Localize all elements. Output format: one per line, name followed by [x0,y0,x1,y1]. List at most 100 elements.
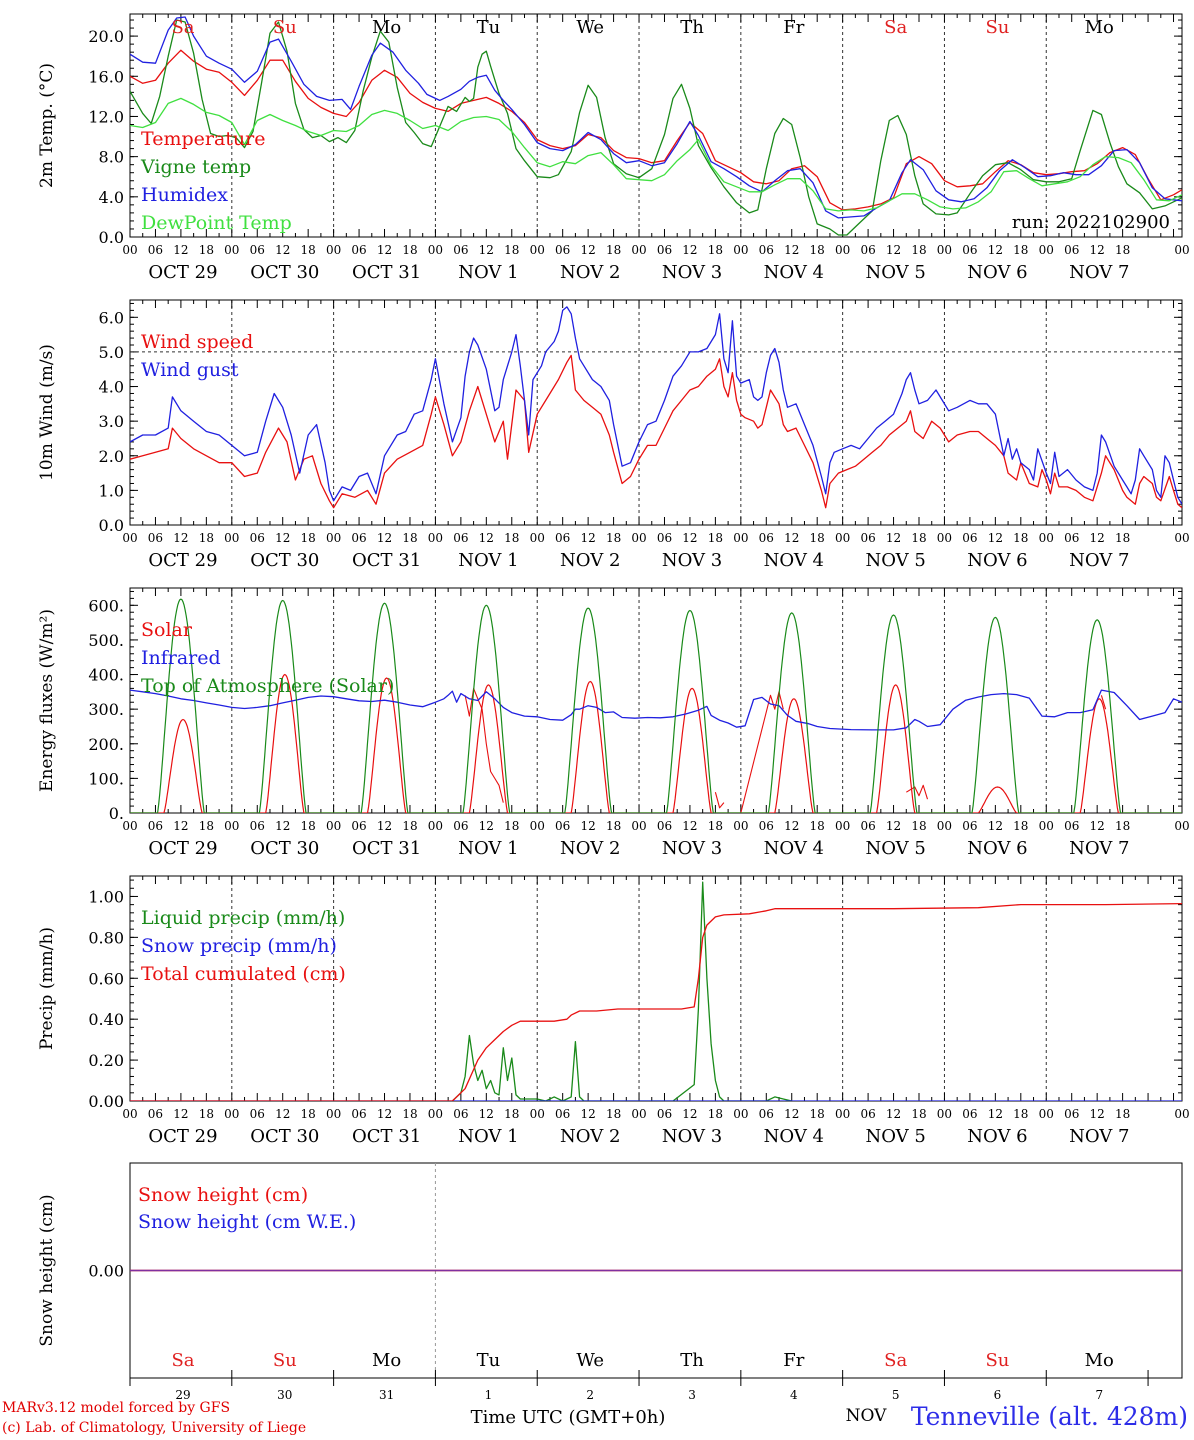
wind-date-label: NOV 5 [865,550,925,571]
wind-hour-label: 12 [1090,531,1105,545]
precip-hour-label: 18 [911,1107,926,1121]
temp-date-label: OCT 30 [250,262,319,283]
energy-hour-label: 06 [250,819,265,833]
temp-hour-label: 18 [301,243,316,257]
precip-date-label: OCT 30 [250,1126,319,1147]
day-name-bottom: Fr [783,1350,804,1371]
temp-hour-label: 12 [275,243,290,257]
day-name-bottom: Su [273,1350,297,1371]
day-name-top: Tu [477,17,501,38]
energy-date-label: NOV 7 [1069,838,1129,859]
day-number-label: 4 [790,1388,798,1402]
temp-y-tick-label: 16.0 [88,67,124,86]
precip-hour-label: 18 [1115,1107,1130,1121]
energy-hour-label: 18 [708,819,723,833]
temp-y-tick-label: 20.0 [88,27,124,46]
energy-hour-label: 00 [937,819,952,833]
precip-hour-label: 12 [886,1107,901,1121]
precip-hour-label: 12 [1090,1107,1105,1121]
day-name-top: Su [273,17,297,38]
energy-hour-label: 12 [784,819,799,833]
wind-hour-label: 00 [326,531,341,545]
energy-hour-label: 00 [835,819,850,833]
precip-legend-entry: Liquid precip (mm/h) [141,907,345,929]
wind-hour-label: 12 [682,531,697,545]
precip-hour-label: 00 [1174,1107,1189,1121]
wind-y-tick-label: 1.0 [99,481,124,500]
precip-hour-label: 00 [631,1107,646,1121]
energy-y-tick-label: 600. [88,596,124,615]
temp-date-label: NOV 3 [662,262,722,283]
energy-hour-label: 18 [199,819,214,833]
energy-hour-label: 06 [759,819,774,833]
precip-legend-entry: Snow precip (mm/h) [141,935,337,957]
wind-hour-label: 18 [708,531,723,545]
wind-date-label: OCT 31 [352,550,421,571]
temp-hour-label: 18 [810,243,825,257]
day-number-label: 29 [175,1388,190,1402]
temp-series-temperature [130,49,1182,211]
precip-hour-label: 00 [733,1107,748,1121]
precip-date-label: NOV 5 [865,1126,925,1147]
energy-hour-label: 06 [860,819,875,833]
day-name-top: Mo [1085,17,1114,38]
precip-hour-label: 00 [835,1107,850,1121]
precip-hour-label: 18 [1013,1107,1028,1121]
precip-hour-label: 06 [759,1107,774,1121]
temp-hour-label: 18 [199,243,214,257]
wind-hour-label: 06 [250,531,265,545]
snow-legend-entry: Snow height (cm W.E.) [138,1211,356,1233]
temp-hour-label: 12 [682,243,697,257]
energy-hour-label: 00 [1039,819,1054,833]
day-name-bottom: Th [680,1350,704,1371]
energy-series-top-of-atmosphere-solar- [130,598,1182,813]
energy-y-tick-label: 500. [88,631,124,650]
precip-hour-label: 18 [504,1107,519,1121]
energy-hour-label: 18 [810,819,825,833]
energy-hour-label: 18 [911,819,926,833]
energy-hour-label: 12 [886,819,901,833]
temp-date-label: NOV 2 [560,262,620,283]
model-credit: MARv3.12 model forced by GFS [2,1400,231,1416]
day-number-label: 31 [379,1388,394,1402]
wind-hour-label: 06 [860,531,875,545]
precip-y-tick-label: 0.20 [88,1051,124,1070]
temp-hour-label: 18 [911,243,926,257]
energy-hour-label: 00 [224,819,239,833]
precip-hour-label: 12 [275,1107,290,1121]
energy-legend-entry: Top of Atmosphere (Solar) [141,675,394,697]
run-annotation: run: 2022102900 [1012,212,1170,233]
temp-series-dewpoint-temp [130,97,1182,212]
wind-hour-label: 18 [301,531,316,545]
precip-hour-label: 18 [402,1107,417,1121]
wind-hour-label: 00 [530,531,545,545]
energy-hour-label: 00 [1174,819,1189,833]
wind-legend-entry: Wind gust [141,359,239,381]
energy-hour-label: 06 [1064,819,1079,833]
temp-hour-label: 06 [1064,243,1079,257]
precip-hour-label: 00 [326,1107,341,1121]
precip-hour-label: 06 [657,1107,672,1121]
wind-date-label: NOV 4 [764,550,824,571]
wind-date-label: NOV 1 [458,550,518,571]
energy-date-label: NOV 3 [662,838,722,859]
energy-solar-detail [740,691,784,813]
energy-y-tick-label: 400. [88,666,124,685]
wind-date-label: OCT 30 [250,550,319,571]
wind-hour-label: 00 [1174,531,1189,545]
wind-y-tick-label: 3.0 [99,412,124,431]
precip-hour-label: 06 [250,1107,265,1121]
temp-y-tick-label: 8.0 [99,148,124,167]
temp-date-label: NOV 7 [1069,262,1129,283]
wind-hour-label: 06 [351,531,366,545]
temp-hour-label: 18 [1013,243,1028,257]
precip-hour-label: 06 [962,1107,977,1121]
day-name-bottom: Sa [884,1350,907,1371]
wind-hour-label: 12 [479,531,494,545]
wind-hour-label: 12 [784,531,799,545]
energy-y-tick-label: 200. [88,735,124,754]
temp-date-label: OCT 31 [352,262,421,283]
wind-y-tick-label: 2.0 [99,447,124,466]
day-number-label: 30 [277,1388,292,1402]
